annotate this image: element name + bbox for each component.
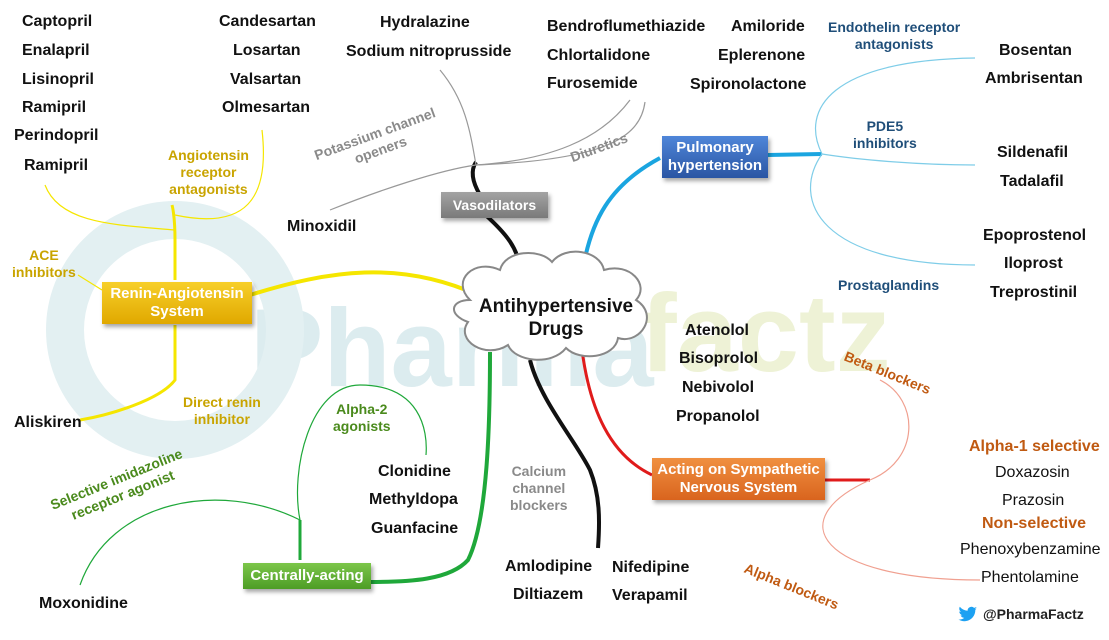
branch-central — [369, 351, 492, 584]
ace-drug: Enalapril — [22, 42, 90, 59]
pde5-drug: Sildenafil — [997, 144, 1069, 161]
diuretic-drug: Chlortalidone — [547, 47, 651, 64]
ccb-label-line2: channel — [512, 479, 566, 496]
credit: @PharmaFactz — [958, 606, 1084, 622]
arb-drug: Olmesartan — [222, 99, 311, 116]
ace-drug: Perindopril — [14, 127, 99, 144]
renin-label-line2: inhibitor — [193, 410, 250, 427]
beta-blocker-drug: Bisoprolol — [679, 350, 759, 367]
endothelin-label-line2: antagonists — [854, 35, 934, 52]
centrally-acting-box: Centrally-acting — [243, 563, 371, 589]
ace-label-line1: ACE — [29, 247, 59, 263]
alpha1-drug: Prazosin — [1002, 492, 1065, 509]
watermark-right: factz — [640, 272, 891, 395]
arb-label-line1: Angiotensin — [168, 147, 249, 163]
prostaglandins-label: Prostaglandins — [838, 277, 940, 293]
credit-handle: @PharmaFactz — [983, 606, 1084, 622]
ace-drug: Ramipril — [24, 157, 89, 174]
raas-box: Renin-Angiotensin System — [102, 282, 252, 324]
renin-inhibitor-label: Direct renin inhibitor — [183, 394, 261, 428]
endothelin-label: Endothelin receptor antagonists — [828, 19, 960, 53]
diuretic-drug: Eplerenone — [718, 47, 806, 64]
sympathetic-box-line1: Acting on Sympathetic — [657, 461, 820, 478]
pulmonary-box-line1: Pulmonary — [676, 139, 754, 156]
pde5-drug: Tadalafil — [1000, 173, 1064, 190]
ccb-drug: Diltiazem — [513, 586, 584, 603]
pulmonary-box: Pulmonary hypertension — [662, 136, 768, 178]
center-title-line1: Antihypertensive — [478, 296, 634, 317]
sympathetic-box: Acting on Sympathetic Nervous System — [652, 458, 825, 500]
arb-drug: Valsartan — [230, 71, 302, 88]
nonselective-drug: Phenoxybenzamine — [960, 541, 1101, 558]
vasodilators-box: Vasodilators — [441, 192, 548, 218]
beta-blocker-drug: Propanolol — [676, 408, 760, 425]
imidazoline-drug: Moxonidine — [39, 595, 128, 612]
arb-drug: Losartan — [233, 42, 301, 59]
ace-drug: Lisinopril — [22, 71, 94, 88]
arb-drug: Candesartan — [219, 13, 316, 30]
vasodilator-direct-drug: Hydralazine — [380, 14, 470, 31]
alpha2-label-line2: agonists — [333, 417, 391, 434]
beta-blocker-drug: Nebivolol — [682, 379, 755, 396]
alpha1-selective-label: Alpha-1 selective — [969, 438, 1100, 455]
ccb-drug: Amlodipine — [505, 558, 593, 575]
center-title: Antihypertensive Drugs — [456, 296, 656, 342]
ccb-drug: Verapamil — [612, 587, 688, 604]
branch-raas — [249, 270, 479, 297]
diuretic-drug: Spironolactone — [690, 76, 807, 93]
twitter-bird-icon — [958, 606, 978, 622]
branch-sympathetic — [580, 349, 653, 477]
alpha2-drug: Clonidine — [378, 463, 451, 480]
alpha1-drug: Doxazosin — [995, 464, 1070, 481]
diuretic-drug: Furosemide — [547, 75, 638, 92]
alpha2-drug: Methyldopa — [369, 491, 458, 508]
center-title-line2: Drugs — [528, 318, 584, 340]
pde5-label-line2: inhibitors — [853, 134, 917, 151]
beta-blocker-drug: Atenolol — [685, 322, 749, 339]
pulmonary-box-line2: hypertension — [667, 157, 763, 174]
diuretic-drug: Amiloride — [731, 18, 805, 35]
k-channel-drug: Minoxidil — [287, 218, 357, 235]
prostaglandin-drug: Iloprost — [1004, 255, 1063, 272]
ace-drug: Ramipril — [22, 99, 87, 116]
center-cloud — [453, 250, 648, 361]
nonselective-drug: Phentolamine — [981, 569, 1079, 586]
branch-pulmonary-right — [767, 152, 823, 157]
ace-inhibitors-label: ACE inhibitors — [12, 247, 76, 281]
endothelin-drug: Bosentan — [999, 42, 1072, 59]
prostaglandin-drug: Epoprostenol — [983, 227, 1087, 244]
raas-box-line1: Renin-Angiotensin — [110, 285, 244, 302]
arb-label-line3: antagonists — [169, 180, 248, 197]
alpha2-drug: Guanfacine — [371, 520, 459, 537]
calcium-channel-blockers-label: Calcium channel blockers — [510, 463, 568, 513]
alpha2-agonists-label: Alpha-2 agonists — [333, 401, 391, 435]
endothelin-label-line1: Endothelin receptor — [828, 19, 961, 35]
arb-label-line2: receptor — [180, 163, 237, 180]
prostaglandin-drug: Treprostinil — [990, 284, 1078, 301]
branch-calcium — [528, 359, 602, 549]
diuretic-drug: Bendroflumethiazide — [547, 18, 706, 35]
pde5-label-line1: PDE5 — [866, 118, 904, 134]
ccb-drug: Nifedipine — [612, 559, 690, 576]
renin-label-line1: Direct renin — [183, 394, 261, 410]
ace-drug: Captopril — [22, 13, 93, 30]
nonselective-label: Non-selective — [982, 515, 1087, 532]
ace-label-line2: inhibitors — [12, 263, 76, 280]
pde5-label: PDE5 inhibitors — [853, 118, 917, 152]
branch-vasodilators-upper — [470, 160, 482, 197]
arb-label: Angiotensin receptor antagonists — [168, 147, 249, 197]
renin-drug: Aliskiren — [14, 414, 82, 431]
ccb-label-line1: Calcium — [511, 463, 567, 479]
endothelin-drug: Ambrisentan — [985, 70, 1083, 87]
alpha2-label-line1: Alpha-2 — [336, 401, 388, 417]
raas-box-line2: System — [150, 303, 204, 320]
vasodilator-direct-drug: Sodium nitroprusside — [346, 43, 512, 60]
sympathetic-box-line2: Nervous System — [679, 479, 798, 496]
ccb-label-line3: blockers — [510, 496, 568, 513]
